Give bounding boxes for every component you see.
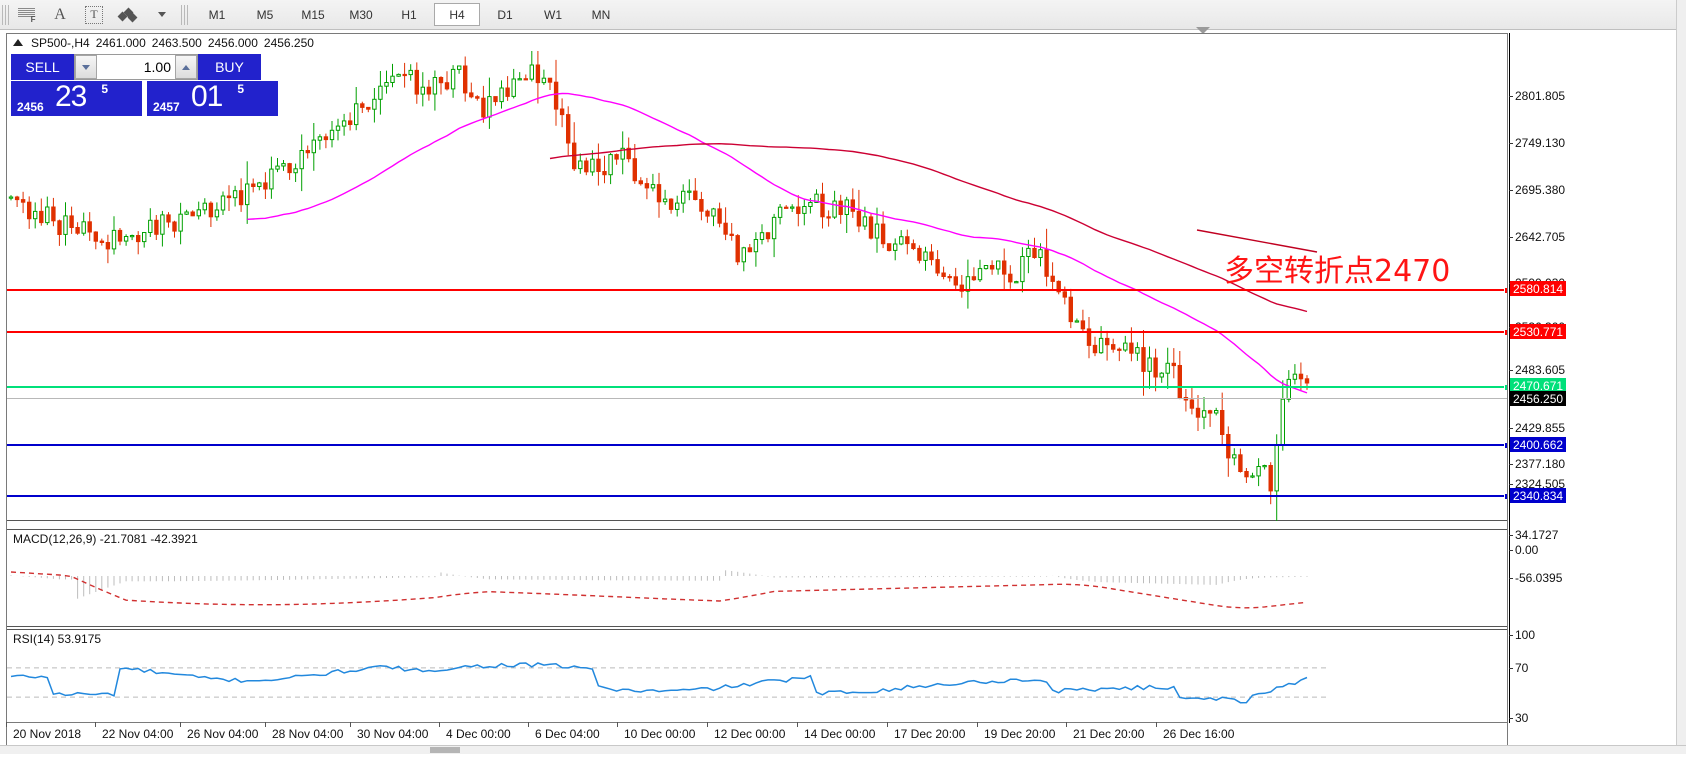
level-line-2470[interactable] xyxy=(7,384,1507,391)
price-tag-last-2456: 2456.250 xyxy=(1510,391,1567,406)
price-pane xyxy=(7,51,1507,521)
sell-price-fraction: 5 xyxy=(101,82,108,96)
sell-button[interactable]: SELL xyxy=(11,54,74,80)
macd-chart-svg xyxy=(10,570,1308,609)
price-chart-svg xyxy=(8,51,1310,521)
timeframe-w1[interactable]: W1 xyxy=(544,7,562,22)
sell-price-prefix: 2456 xyxy=(17,100,44,114)
crosshair-lines-icon[interactable] xyxy=(9,1,43,28)
buy-price-prefix: 2457 xyxy=(153,100,180,114)
rsi-label: RSI(14) 53.9175 xyxy=(13,632,102,646)
time-label-11: 19 Dec 20:00 xyxy=(976,722,1056,741)
rsi-tick-0: 100 xyxy=(1508,628,1536,642)
price-tick-1: 2749.130 xyxy=(1508,136,1566,150)
rsi-pane: RSI(14) 53.9175 xyxy=(7,629,1507,722)
chart-header: SP500-,H4 2461.000 2463.500 2456.000 245… xyxy=(7,34,1507,51)
right-edge-strip xyxy=(1676,0,1686,745)
scale-axis-line xyxy=(1509,33,1510,723)
chart-high: 2463.500 xyxy=(151,35,202,50)
timeframe-m1[interactable]: M1 xyxy=(208,7,226,22)
buy-price-main: 01 xyxy=(191,80,223,113)
time-label-10: 17 Dec 20:00 xyxy=(886,722,966,741)
time-label-0: 20 Nov 2018 xyxy=(5,722,82,741)
time-label-6: 6 Dec 04:00 xyxy=(528,722,600,741)
chart-open: 2461.000 xyxy=(95,35,146,50)
volume-decrease-button[interactable] xyxy=(75,55,97,79)
buy-price-fraction: 5 xyxy=(237,82,244,96)
price-tick-9: 2324.505 xyxy=(1508,477,1566,491)
time-label-8: 12 Dec 00:00 xyxy=(706,722,786,741)
price-tick-7: 2429.855 xyxy=(1508,421,1566,435)
chart-symbol: SP500-,H4 xyxy=(31,35,90,50)
timeframe-h4[interactable]: H4 xyxy=(434,3,480,26)
level-line-2400[interactable] xyxy=(7,442,1507,449)
volume-increase-button[interactable] xyxy=(175,55,197,79)
rsi-tick-2: 30 xyxy=(1508,711,1529,725)
timeframe-m30[interactable]: M30 xyxy=(349,7,373,22)
macd-label: MACD(12,26,9) -21.7081 -42.3921 xyxy=(13,532,198,546)
macd-tick-1: 0.00 xyxy=(1508,543,1539,557)
buy-button[interactable]: BUY xyxy=(198,54,261,80)
last-price-line xyxy=(7,398,1507,399)
price-tick-2: 2695.380 xyxy=(1508,183,1566,197)
rsi-tick-1: 70 xyxy=(1508,661,1529,675)
scrollbar-thumb[interactable] xyxy=(430,747,460,753)
volume-input[interactable]: 1.00 xyxy=(97,55,175,79)
horizontal-scrollbar[interactable] xyxy=(0,745,1686,754)
annotation-pointer-line xyxy=(1196,229,1318,253)
macd-tick-0: 34.1727 xyxy=(1508,528,1559,542)
time-label-3: 28 Nov 04:00 xyxy=(264,722,344,741)
toolbar-separator xyxy=(181,4,188,25)
chart-close: 2456.250 xyxy=(263,35,314,50)
chart-collapse-handle[interactable] xyxy=(1196,27,1210,34)
trend-up-icon xyxy=(13,39,23,46)
sell-price-display[interactable]: 2456 23 5 xyxy=(11,81,142,116)
time-label-9: 14 Dec 00:00 xyxy=(796,722,876,741)
chart-window: SP500-,H4 2461.000 2463.500 2456.000 245… xyxy=(6,33,1508,723)
shapes-icon[interactable] xyxy=(111,1,145,28)
volume-stepper[interactable]: 1.00 xyxy=(74,54,198,80)
buy-price-display[interactable]: 2457 01 5 xyxy=(147,81,278,116)
time-label-12: 21 Dec 20:00 xyxy=(1065,722,1145,741)
level-line-2340[interactable] xyxy=(7,493,1507,500)
timeframe-mn[interactable]: MN xyxy=(591,7,611,22)
level-line-2580[interactable] xyxy=(7,287,1507,294)
price-tag-support-2340[interactable]: 2340.834 xyxy=(1510,488,1567,503)
price-tag-resistance-2580[interactable]: 2580.814 xyxy=(1510,281,1567,296)
annotation-text: 多空转折点2470 xyxy=(1224,254,1451,289)
time-label-13: 26 Dec 16:00 xyxy=(1155,722,1235,741)
main-toolbar: A T M1 M5 M15 M30 H1 H4 D1 W1 MN xyxy=(0,0,1686,30)
toolbar-drag-handle[interactable] xyxy=(2,4,9,25)
timeframe-h1[interactable]: H1 xyxy=(401,7,417,22)
level-line-2530[interactable] xyxy=(7,329,1507,336)
price-tag-resistance-2530[interactable]: 2530.771 xyxy=(1510,324,1567,339)
price-tick-3: 2642.705 xyxy=(1508,230,1566,244)
macd-pane: MACD(12,26,9) -21.7081 -42.3921 xyxy=(7,529,1507,627)
text-box-icon[interactable]: T xyxy=(77,1,111,28)
timeframe-d1[interactable]: D1 xyxy=(497,7,513,22)
rsi-chart-svg xyxy=(7,662,1327,704)
one-click-trading-panel: SELL 1.00 BUY 2456 23 5 2457 01 5 xyxy=(11,54,279,116)
time-label-5: 4 Dec 00:00 xyxy=(439,722,511,741)
time-label-2: 26 Nov 04:00 xyxy=(179,722,259,741)
price-tick-8: 2377.180 xyxy=(1508,457,1566,471)
price-tag-support-2400[interactable]: 2400.662 xyxy=(1510,437,1567,452)
text-label-icon[interactable]: A xyxy=(54,5,66,23)
timeframe-m15[interactable]: M15 xyxy=(301,7,325,22)
chart-low: 2456.000 xyxy=(207,35,258,50)
price-scale[interactable]: 2801.805 2749.130 2695.380 2642.705 2590… xyxy=(1508,33,1686,757)
price-tick-6: 2483.605 xyxy=(1508,363,1566,377)
time-label-7: 10 Dec 00:00 xyxy=(616,722,696,741)
chevron-down-icon[interactable] xyxy=(145,1,179,28)
timeframe-m5[interactable]: M5 xyxy=(256,7,274,22)
time-label-4: 30 Nov 04:00 xyxy=(349,722,429,741)
macd-tick-2: -56.0395 xyxy=(1508,571,1563,585)
price-tag-pivot-2470[interactable]: 2470.671 xyxy=(1510,378,1567,393)
time-label-1: 22 Nov 04:00 xyxy=(94,722,174,741)
price-tick-0: 2801.805 xyxy=(1508,89,1566,103)
sell-price-main: 23 xyxy=(55,80,87,113)
